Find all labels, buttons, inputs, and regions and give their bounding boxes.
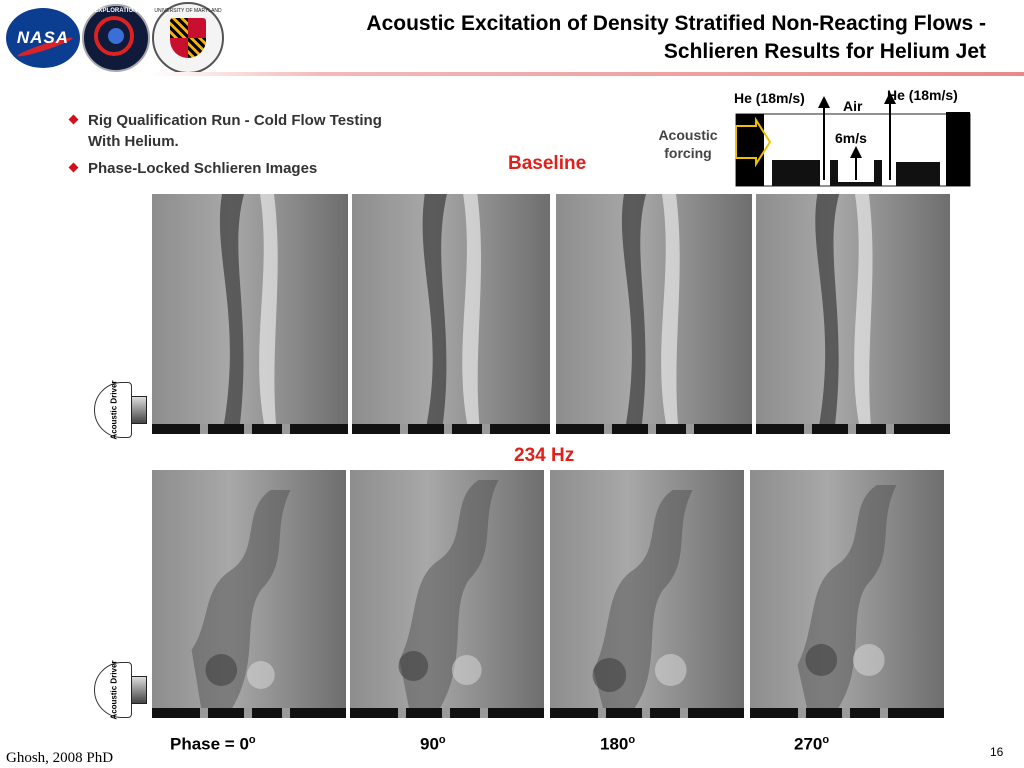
air-speed-label: 6m/s	[835, 130, 867, 146]
exploration-logo-text: EXPLORATION	[94, 8, 138, 14]
slide-title: Acoustic Excitation of Density Stratifie…	[226, 10, 986, 66]
bullet-list: Rig Qualification Run - Cold Flow Testin…	[68, 110, 388, 185]
schlieren-image-baseline	[352, 194, 550, 434]
acoustic-driver-label: Acoustic Driver	[109, 380, 119, 440]
baseline-label: Baseline	[508, 153, 587, 174]
acoustic-forcing-label: Acoustic forcing	[658, 127, 718, 161]
nasa-logo: NASA	[6, 8, 80, 68]
driver-nozzle-icon	[131, 396, 147, 424]
acoustic-driver-diagram: Acoustic Driver	[94, 660, 147, 720]
he-left-label: He (18m/s)	[734, 90, 805, 106]
phase-label-90: 90o	[420, 734, 446, 755]
bullet-text: Rig Qualification Run - Cold Flow Testin…	[88, 112, 382, 150]
slide-title-line2: Schlieren Results for Helium Jet	[663, 40, 986, 63]
schlieren-image-baseline	[756, 194, 950, 434]
degree-symbol: o	[822, 734, 830, 746]
bullet-item: Phase-Locked Schlieren Images	[68, 158, 388, 179]
title-divider	[148, 72, 1024, 76]
degree-symbol: o	[628, 734, 636, 746]
acoustic-driver-label: Acoustic Driver	[109, 660, 119, 720]
bullet-diamond-icon	[68, 162, 79, 173]
nasa-logo-text: NASA	[16, 28, 70, 47]
planet-icon	[108, 28, 124, 44]
umd-seal-text: UNIVERSITY OF MARYLAND	[154, 8, 222, 14]
page-number: 16	[990, 745, 1004, 759]
air-label: Air	[843, 98, 863, 114]
jet-schematic: Acoustic forcing He (18m/s) He (18m/s) A…	[652, 84, 992, 188]
speaker-dome-icon	[94, 662, 132, 718]
degree-symbol: o	[438, 734, 446, 746]
slide-title-line1: Acoustic Excitation of Density Stratifie…	[366, 12, 986, 35]
he-right-label: He (18m/s)	[887, 87, 958, 103]
citation-footer: Ghosh, 2008 PhD	[6, 750, 114, 766]
phase-value: Phase = 0	[170, 734, 249, 754]
umd-seal-logo: UNIVERSITY OF MARYLAND	[152, 2, 224, 74]
bullet-item: Rig Qualification Run - Cold Flow Testin…	[68, 110, 388, 152]
bullet-text: Phase-Locked Schlieren Images	[88, 160, 318, 177]
degree-symbol: o	[248, 734, 256, 746]
schlieren-image-forced	[152, 470, 346, 718]
driver-nozzle-icon	[131, 676, 147, 704]
phase-label-0: Phase = 0o	[170, 734, 256, 755]
acoustic-driver-diagram: Acoustic Driver	[94, 380, 147, 440]
phase-label-270: 270o	[794, 734, 829, 755]
maryland-shield-icon	[170, 18, 206, 58]
schlieren-image-forced	[550, 470, 744, 718]
frequency-label: 234 Hz	[514, 445, 575, 466]
exploration-logo: EXPLORATION	[82, 4, 150, 72]
bullet-diamond-icon	[68, 114, 79, 125]
schlieren-image-forced	[350, 470, 544, 718]
phase-value: 270	[794, 734, 823, 754]
orbit-ring-icon	[94, 16, 134, 56]
phase-label-180: 180o	[600, 734, 635, 755]
phase-value: 90	[420, 734, 439, 754]
schlieren-image-baseline	[152, 194, 348, 434]
schlieren-image-forced	[750, 470, 944, 718]
schlieren-image-baseline	[556, 194, 752, 434]
phase-value: 180	[600, 734, 629, 754]
jet-schematic-drawing	[735, 92, 971, 187]
